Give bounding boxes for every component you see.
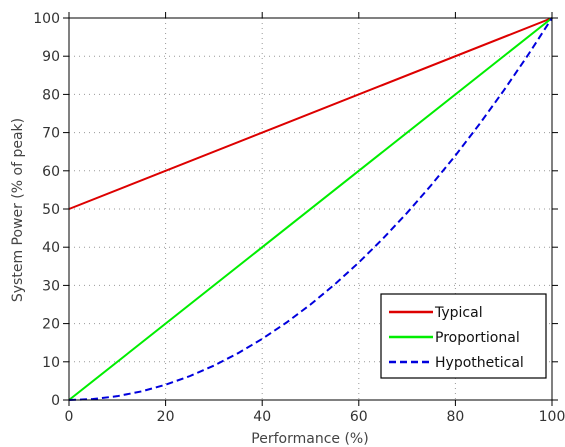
x-tick-label: 80 xyxy=(446,409,464,425)
legend-label-typical: Typical xyxy=(434,305,483,321)
y-axis-title: System Power (% of peak) xyxy=(10,118,26,302)
series-line-proportional xyxy=(68,17,553,401)
x-tick-label: 60 xyxy=(350,409,368,425)
y-tick-label: 60 xyxy=(42,164,60,180)
series-line-typical xyxy=(68,17,553,210)
x-tick-label: 20 xyxy=(157,409,175,425)
series-line-hypothetical xyxy=(68,17,553,401)
series-lines xyxy=(68,17,553,401)
x-tick-label: 0 xyxy=(65,409,74,425)
y-tick-label: 40 xyxy=(42,240,60,256)
y-tick-label: 90 xyxy=(42,49,60,65)
y-tick-label: 80 xyxy=(42,87,60,103)
x-tick-label: 40 xyxy=(253,409,271,425)
grid xyxy=(69,18,552,400)
legend-label-hypothetical: Hypothetical xyxy=(435,355,524,371)
y-tick-label: 30 xyxy=(42,278,60,294)
y-tick-label: 70 xyxy=(42,126,60,142)
y-tick-label: 10 xyxy=(42,355,60,371)
x-tick-label: 100 xyxy=(539,409,565,425)
legend-label-proportional: Proportional xyxy=(435,330,520,346)
y-tick-label: 20 xyxy=(42,317,60,333)
legend: Typical Proportional Hypothetical xyxy=(380,293,547,379)
axis-ticks: 0 10 20 30 40 50 60 70 80 90 100 0 20 40 60 80 100 xyxy=(33,11,565,425)
x-axis-title: Performance (%) xyxy=(251,431,368,447)
y-tick-label: 0 xyxy=(51,393,60,409)
y-tick-label: 50 xyxy=(42,202,60,218)
y-tick-label: 100 xyxy=(33,11,60,27)
